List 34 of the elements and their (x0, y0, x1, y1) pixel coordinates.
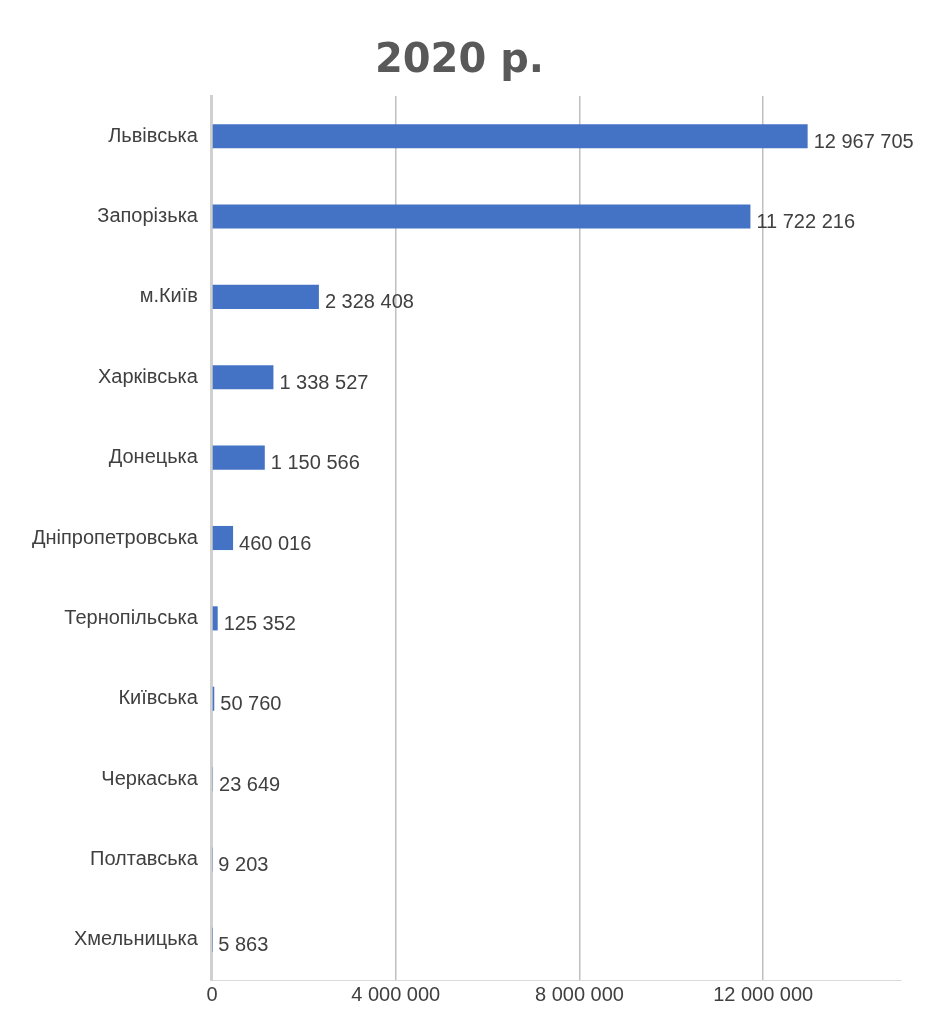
bar (212, 204, 751, 229)
y-tick-label: Львівська (108, 123, 199, 146)
data-label: 2 328 408 (324, 290, 414, 313)
y-tick-label: Черкаська (101, 766, 199, 789)
y-tick-label: Харківська (98, 364, 199, 387)
data-label: 5 863 (218, 933, 269, 956)
bar (212, 124, 808, 149)
data-label: 1 150 566 (270, 451, 360, 474)
data-label: 11 722 216 (756, 210, 856, 233)
bar (212, 284, 319, 309)
y-tick-label: Дніпропетровська (32, 525, 199, 548)
x-tick-label: 0 (206, 982, 218, 1005)
data-label: 1 338 527 (279, 370, 369, 393)
y-tick-label: Хмельницька (73, 927, 199, 950)
bar (212, 365, 274, 390)
y-tick-label: м.Київ (139, 284, 198, 307)
bar (212, 525, 234, 551)
data-label: 9 203 (218, 852, 269, 875)
y-tick-label: Полтавська (90, 846, 199, 869)
data-label: 460 016 (239, 531, 312, 554)
y-tick-label: Запорізька (97, 204, 199, 227)
data-label: 23 649 (219, 772, 281, 795)
x-tick-label: 8 000 000 (534, 982, 624, 1005)
data-label: 12 967 705 (813, 129, 914, 152)
chart-title: 2020 р. (374, 35, 545, 82)
x-tick-label: 4 000 000 (351, 982, 441, 1005)
y-tick-label: Київська (118, 686, 199, 709)
bar (212, 445, 265, 470)
data-label: 50 760 (220, 692, 282, 715)
y-tick-label: Тернопільська (64, 605, 199, 628)
data-label: 125 352 (223, 611, 296, 634)
y-tick-label: Донецька (108, 445, 199, 468)
x-tick-label: 12 000 000 (713, 982, 814, 1005)
bar (212, 606, 218, 631)
